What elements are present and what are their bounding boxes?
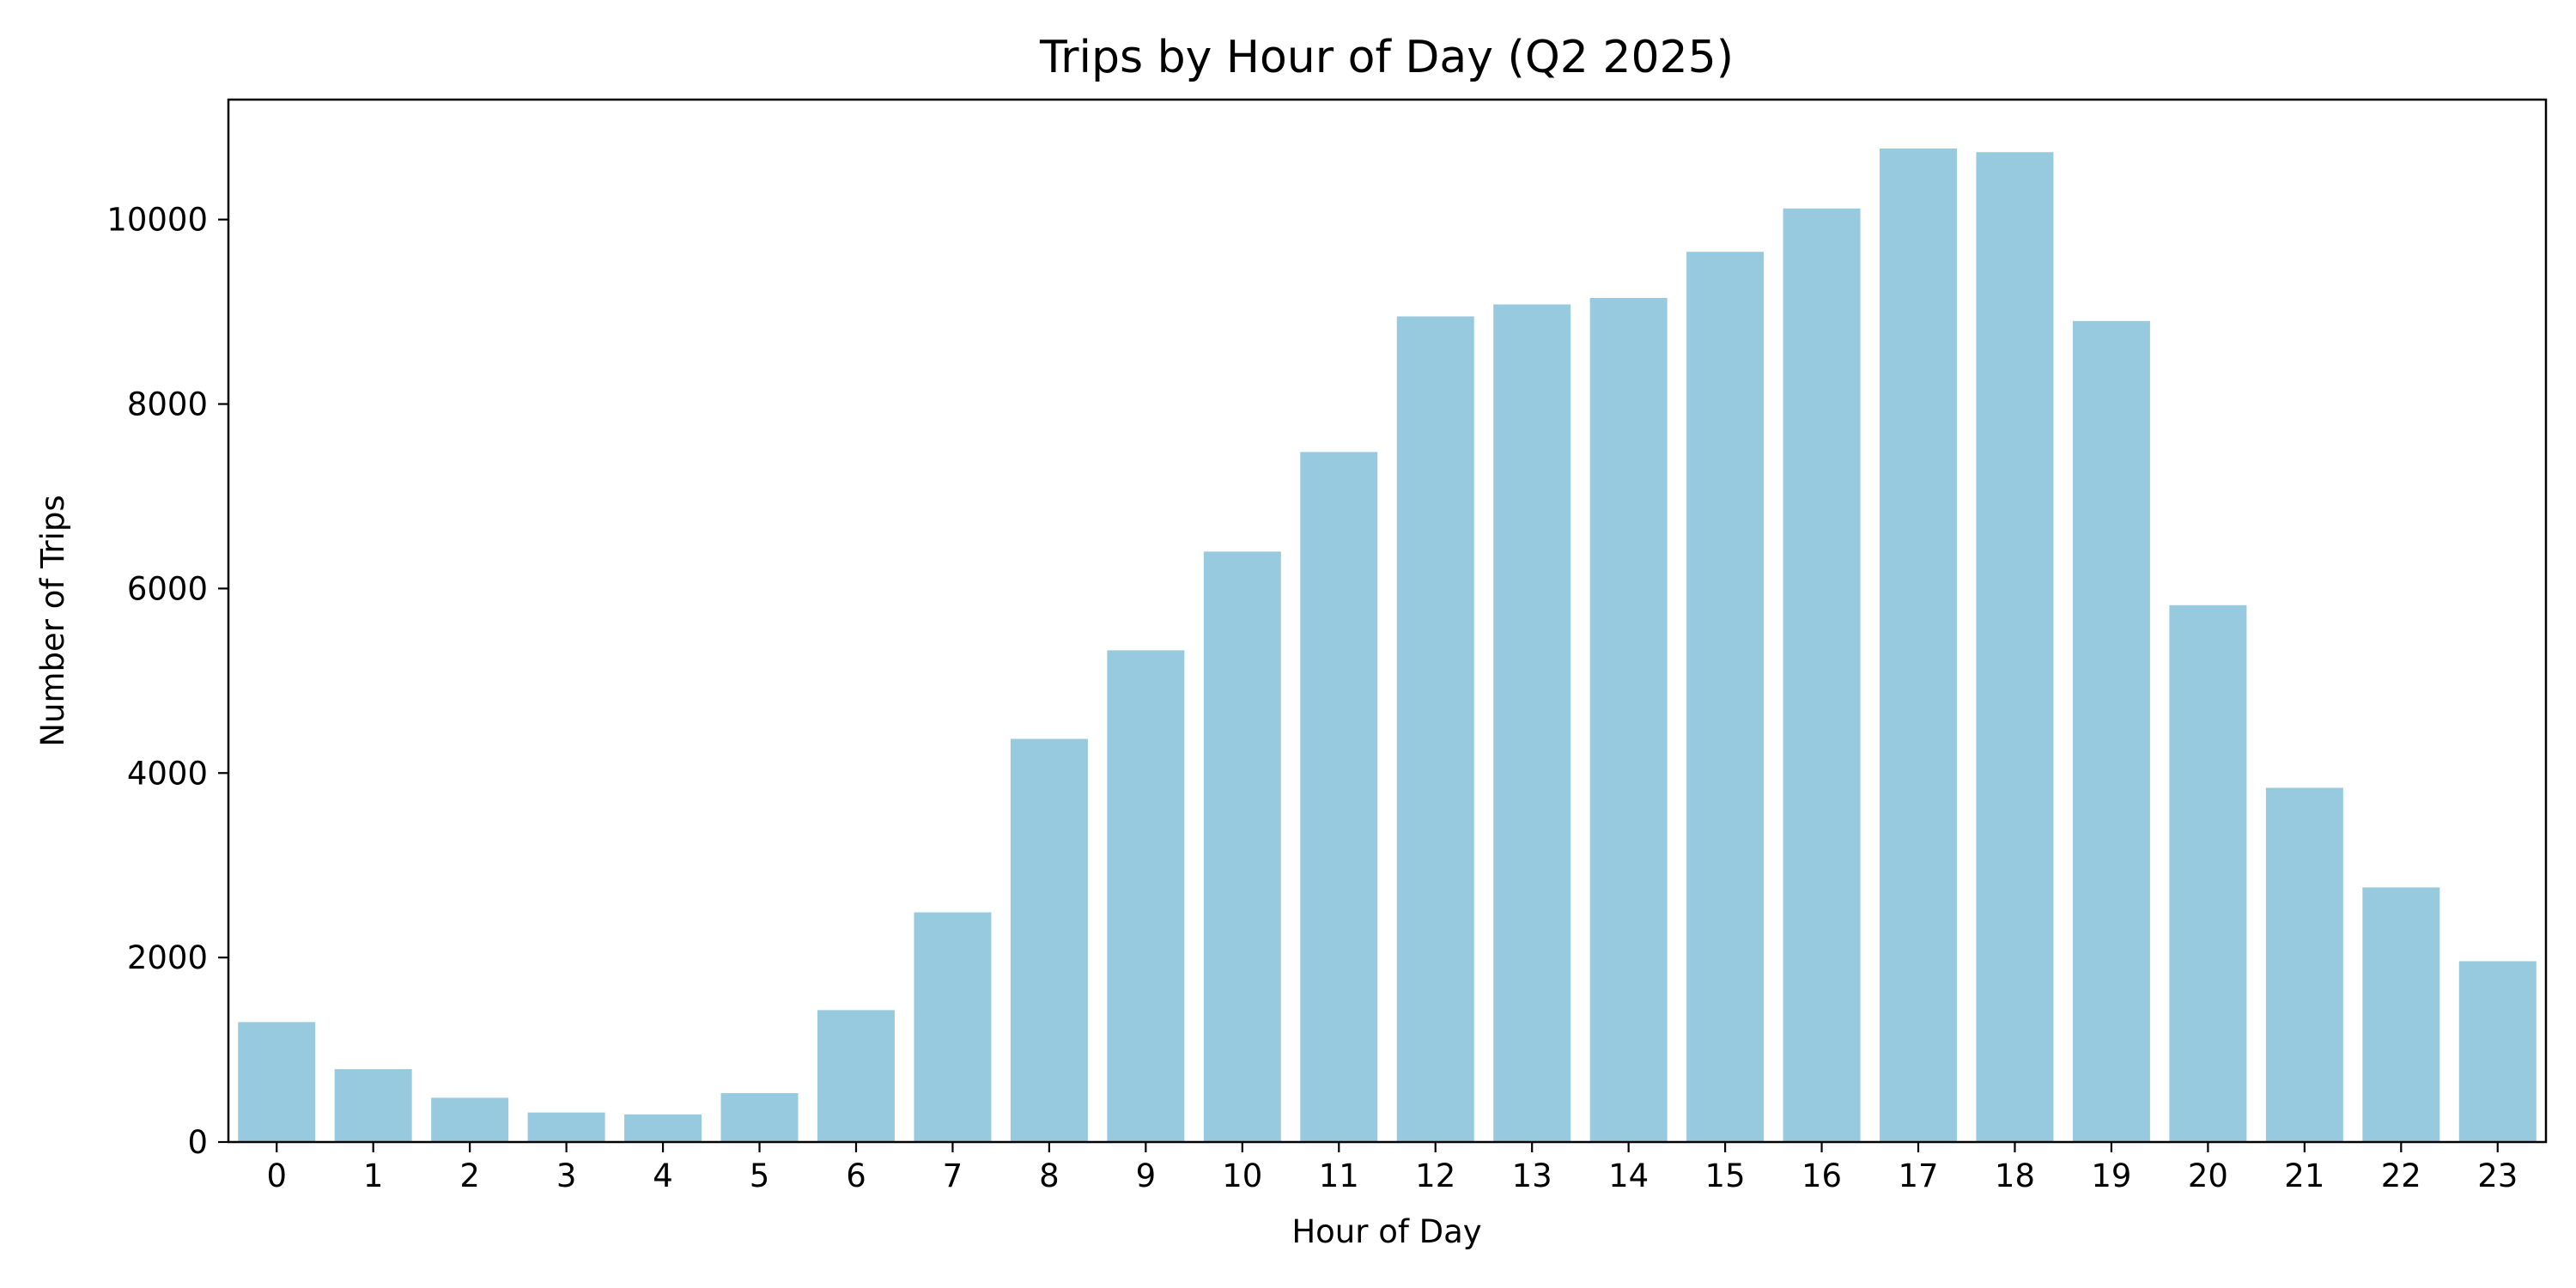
y-tick-label: 0 [187,1124,208,1161]
x-axis-label: Hour of Day [1291,1213,1481,1250]
bar-hour-18 [1976,152,2054,1143]
y-axis: 0 2000 4000 6000 8000 10000 [106,202,228,1161]
bar-hour-4 [624,1114,702,1142]
y-tick-label: 6000 [127,570,208,607]
y-tick-label: 4000 [127,755,208,792]
bar-hour-19 [2072,320,2150,1143]
bar-hour-10 [1203,551,1281,1142]
bars-group [238,148,2537,1143]
x-tick-label: 20 [2188,1157,2228,1194]
x-tick-label: 2 [459,1157,480,1194]
plot-frame [227,98,2548,1144]
bar-hour-11 [1300,452,1378,1142]
bar-hour-2 [431,1097,509,1142]
y-tick-label: 2000 [127,939,208,976]
x-tick-label: 16 [1801,1157,1842,1194]
y-tick-label: 10000 [106,202,208,239]
bar-hour-0 [238,1022,316,1142]
x-tick-label: 18 [1995,1157,2035,1194]
x-tick-label: 9 [1136,1157,1157,1194]
x-tick-label: 21 [2284,1157,2324,1194]
bar-hour-6 [817,1010,895,1142]
x-axis: 0 1 2 3 4 5 6 7 8 9 10 11 12 13 14 15 16 17 18 19 20 21 22 23 [266,1142,2518,1194]
bar-hour-7 [914,912,992,1142]
x-tick-label: 7 [943,1157,963,1194]
bar-hour-1 [334,1069,412,1142]
bar-hour-17 [1880,148,1958,1143]
y-axis-label: Number of Trips [34,495,71,746]
x-tick-label: 12 [1415,1157,1455,1194]
bar-hour-5 [720,1093,799,1142]
bar-hour-3 [527,1112,605,1142]
x-tick-label: 17 [1898,1157,1938,1194]
bar-hour-15 [1686,252,1765,1142]
x-tick-label: 14 [1608,1157,1649,1194]
bar-hour-16 [1783,208,1861,1142]
bar-hour-13 [1493,304,1571,1142]
x-tick-label: 3 [556,1157,577,1194]
chart-title: Trips by Hour of Day (Q2 2025) [1039,32,1734,83]
bar-hour-12 [1396,316,1474,1143]
x-tick-label: 0 [266,1157,287,1194]
bar-hour-20 [2169,605,2247,1142]
x-tick-label: 10 [1222,1157,1262,1194]
x-tick-label: 11 [1319,1157,1359,1194]
x-tick-label: 6 [846,1157,866,1194]
x-tick-label: 22 [2381,1157,2421,1194]
x-tick-label: 8 [1039,1157,1060,1194]
x-tick-label: 1 [363,1157,384,1194]
bar-hour-8 [1010,738,1088,1142]
x-tick-label: 13 [1512,1157,1552,1194]
bar-hour-14 [1589,297,1668,1143]
bar-hour-23 [2458,961,2537,1142]
x-tick-label: 19 [2091,1157,2131,1194]
bar-hour-21 [2265,787,2343,1142]
x-tick-label: 15 [1705,1157,1746,1194]
y-tick-label: 8000 [127,386,208,423]
bar-hour-22 [2362,887,2440,1142]
bar-hour-9 [1107,650,1185,1142]
x-tick-label: 5 [750,1157,770,1194]
x-tick-label: 23 [2477,1157,2518,1194]
x-tick-label: 4 [653,1157,673,1194]
